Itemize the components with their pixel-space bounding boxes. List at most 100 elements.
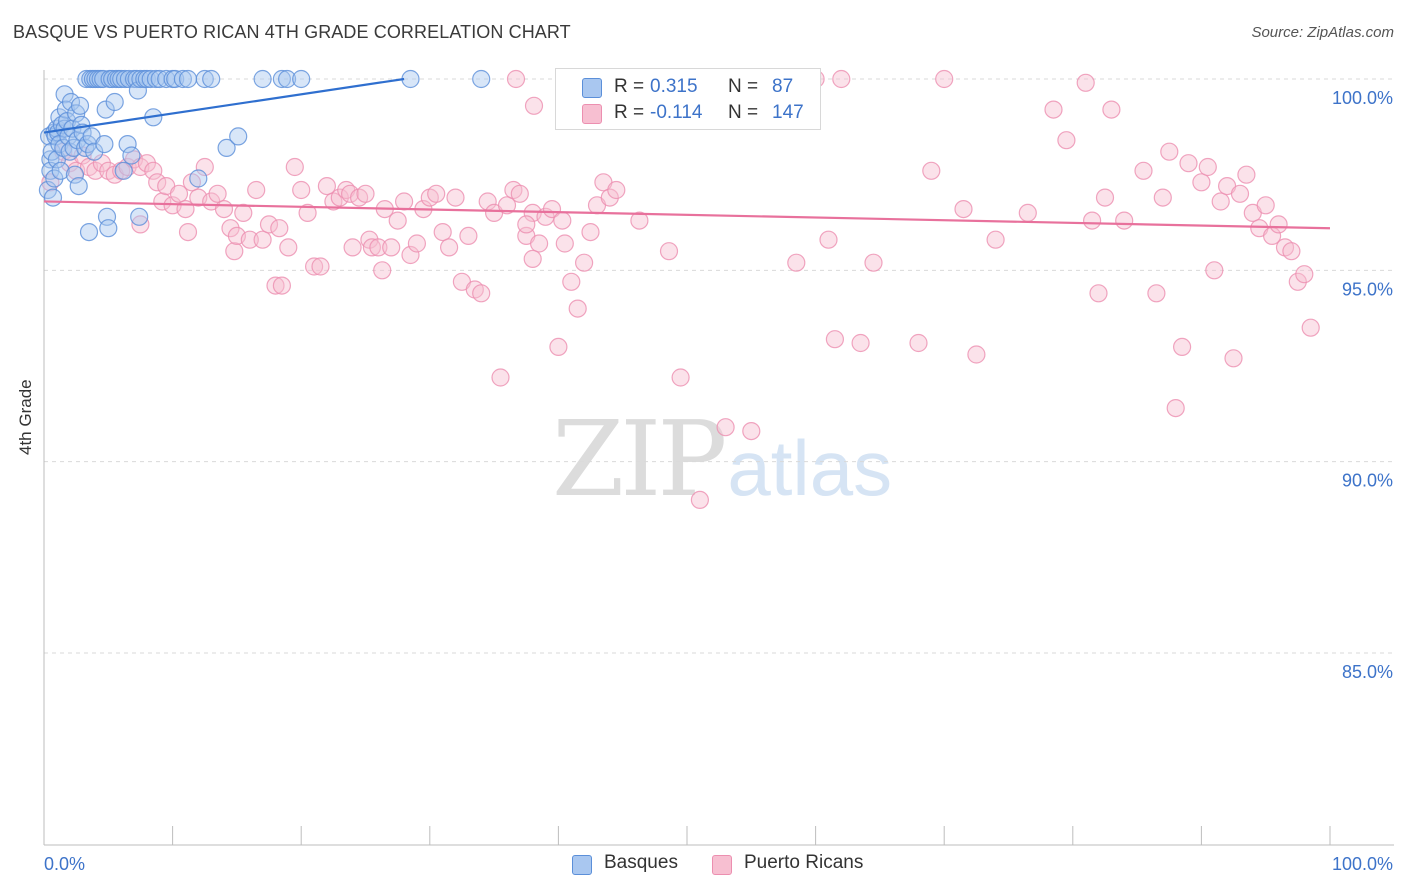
puerto-rican-point xyxy=(1172,337,1192,356)
puerto-rican-point xyxy=(1211,192,1230,211)
puerto-rican-point xyxy=(1089,284,1108,303)
puerto-rican-point xyxy=(491,368,510,387)
r-label: R = xyxy=(614,76,645,97)
puerto-rican-point xyxy=(472,284,491,303)
puerto-rican-point xyxy=(671,368,690,387)
puerto-rican-point xyxy=(1288,272,1307,291)
puerto-rican-point xyxy=(270,219,289,238)
basque-point xyxy=(127,69,146,89)
x-tick-label: 100.0% xyxy=(1332,854,1393,874)
basque-point xyxy=(65,165,85,184)
correlation-legend: R = 0.315 N = 87 R = -0.114 N = 147 xyxy=(555,68,821,130)
basque-point xyxy=(292,69,311,89)
r-value: 0.315 xyxy=(650,76,698,97)
basque-point xyxy=(253,69,272,89)
puerto-rican-point xyxy=(922,161,941,180)
basque-point xyxy=(178,69,198,89)
puerto-rican-point xyxy=(555,234,574,253)
basque-point xyxy=(131,69,150,89)
basque-swatch xyxy=(572,855,592,875)
puerto-rican-point xyxy=(1018,203,1037,222)
basque-point xyxy=(150,69,169,89)
r-label: R = xyxy=(614,102,645,123)
puerto-rican-point xyxy=(581,223,600,242)
puerto-rican-point xyxy=(1295,265,1314,284)
puerto-rican-point xyxy=(440,238,459,257)
puerto-rican-point xyxy=(330,188,349,207)
puerto-rican-point xyxy=(1166,399,1185,418)
basque-point xyxy=(195,69,214,89)
series-legend: Basques Puerto Ricans xyxy=(0,852,1406,878)
puerto-rican-point xyxy=(317,177,336,196)
legend-label-puerto-ricans: Puerto Ricans xyxy=(744,852,864,873)
puerto-rican-point xyxy=(510,184,529,203)
puerto-rican-point xyxy=(285,157,304,177)
puerto-rican-point xyxy=(909,333,928,353)
puerto-rican-point xyxy=(1044,100,1063,119)
basque-point xyxy=(130,207,149,226)
basque-point xyxy=(69,177,88,196)
puerto-rican-point xyxy=(382,238,401,257)
axis-layer xyxy=(43,70,1394,846)
puerto-rican-point xyxy=(935,69,954,89)
puerto-rican-point xyxy=(542,200,562,219)
puerto-rican-point xyxy=(1192,173,1211,192)
puerto-rican-point xyxy=(1237,165,1256,184)
puerto-rican-point xyxy=(1147,284,1166,303)
puerto-rican-point xyxy=(433,223,452,242)
puerto-rican-point xyxy=(506,69,526,89)
puerto-rican-point xyxy=(716,418,735,437)
puerto-rican-point xyxy=(690,490,710,509)
puerto-rican-point xyxy=(247,180,266,200)
tick-labels: 100.0% 95.0% 90.0% 85.0% 0.0% 100.0% xyxy=(44,88,1393,874)
basque-point xyxy=(202,69,221,89)
puerto-rican-point xyxy=(1282,242,1301,261)
basque-point xyxy=(118,135,137,154)
puerto-rican-point xyxy=(407,234,426,253)
y-tick-label: 90.0% xyxy=(1342,471,1393,491)
basque-point xyxy=(472,69,491,89)
n-label: N = xyxy=(728,76,759,97)
puerto-rican-point xyxy=(208,184,227,203)
puerto-rican-point xyxy=(446,188,465,207)
puerto-rican-point xyxy=(986,230,1005,249)
puerto-rican-point xyxy=(742,422,761,441)
basque-point xyxy=(51,161,70,180)
puerto-rican-point xyxy=(341,184,360,203)
basque-point xyxy=(189,169,208,188)
puerto-swatch xyxy=(582,104,602,124)
puerto-rican-point xyxy=(298,203,317,222)
puerto-rican-point xyxy=(1076,73,1095,92)
puerto-rican-point xyxy=(272,276,291,295)
puerto-swatch xyxy=(712,855,732,875)
y-tick-label: 100.0% xyxy=(1332,88,1393,108)
puerto-rican-point xyxy=(131,215,150,234)
puerto-rican-point xyxy=(362,238,381,257)
basque-point xyxy=(70,96,90,115)
y-tick-label: 95.0% xyxy=(1342,279,1393,299)
n-value: 147 xyxy=(772,102,804,123)
puerto-rican-point xyxy=(659,242,679,261)
puerto-rican-point xyxy=(1102,100,1121,119)
basque-point xyxy=(43,188,63,207)
puerto-rican-point xyxy=(1179,154,1198,173)
basque-point xyxy=(99,219,118,238)
basque-point xyxy=(105,92,124,112)
puerto-rican-point xyxy=(279,238,298,257)
x-tick-label: 0.0% xyxy=(44,854,85,874)
basque-point xyxy=(217,138,236,157)
puerto-rican-point xyxy=(427,184,446,203)
puerto-rican-point xyxy=(178,223,198,242)
puerto-rican-point xyxy=(373,261,392,280)
puerto-rican-point xyxy=(1134,161,1153,180)
puerto-rican-point xyxy=(401,245,420,265)
basque-point xyxy=(229,127,248,146)
puerto-rican-point xyxy=(1224,349,1243,368)
puerto-rican-point xyxy=(1082,211,1102,230)
puerto-rican-point xyxy=(388,211,407,230)
puerto-rican-point xyxy=(195,157,214,177)
puerto-rican-point xyxy=(1095,188,1115,207)
puerto-rican-points xyxy=(41,69,1320,509)
puerto-rican-point xyxy=(568,299,587,318)
puerto-rican-point xyxy=(574,253,594,272)
